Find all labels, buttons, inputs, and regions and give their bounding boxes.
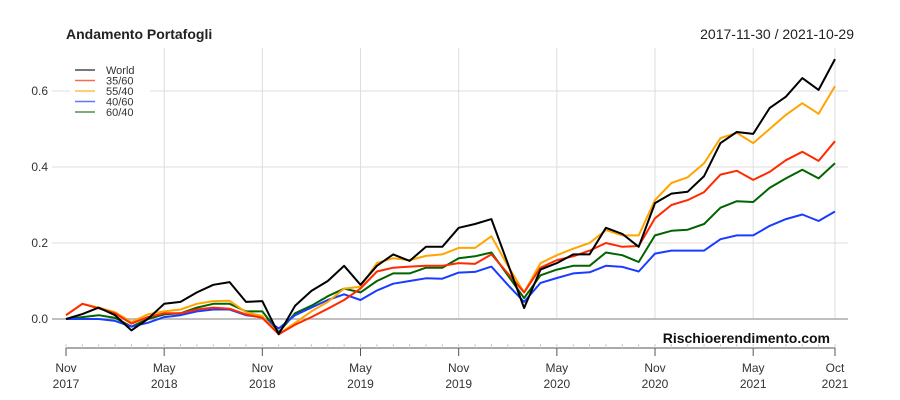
legend-box <box>70 62 150 116</box>
series-line-55-40 <box>65 85 836 336</box>
series-line-35-60 <box>65 140 836 336</box>
x-tick-month: May <box>546 361 569 375</box>
legend-label: 35/60 <box>106 76 134 88</box>
watermark: Rischioerendimento.com <box>663 330 830 346</box>
x-tick-year: 2019 <box>445 377 472 391</box>
x-tick-month: May <box>153 361 176 375</box>
series-line-60-40 <box>65 162 836 334</box>
legend-label: 55/40 <box>106 86 134 98</box>
x-tick-year: 2018 <box>151 377 178 391</box>
y-tick-label: 0.4 <box>31 160 48 174</box>
x-tick-month: Nov <box>644 361 665 375</box>
x-tick-month: May <box>349 361 372 375</box>
x-tick-month: May <box>742 361 765 375</box>
x-tick-year: 2019 <box>347 377 374 391</box>
legend-label: World <box>106 65 135 77</box>
y-tick-label: 0.0 <box>31 312 48 326</box>
x-tick-year: 2020 <box>543 377 570 391</box>
series-line-40-60 <box>66 210 836 330</box>
x-tick-year: 2018 <box>249 377 276 391</box>
x-tick-month: Nov <box>252 361 273 375</box>
x-tick-month: Nov <box>448 361 469 375</box>
y-tick-label: 0.2 <box>31 236 48 250</box>
x-tick-year: 2021 <box>822 377 849 391</box>
x-tick-year: 2021 <box>740 377 767 391</box>
x-tick-year: 2017 <box>53 377 80 391</box>
date-range: 2017-11-30 / 2021-10-29 <box>700 26 854 42</box>
series-line-world <box>65 58 836 336</box>
x-tick-month: Oct <box>826 361 845 375</box>
chart-title: Andamento Portafogli <box>66 26 213 42</box>
x-tick-month: Nov <box>55 361 76 375</box>
x-tick-year: 2020 <box>642 377 669 391</box>
y-tick-label: 0.6 <box>31 84 48 98</box>
legend-label: 40/60 <box>106 97 134 109</box>
legend-label: 60/40 <box>106 107 134 119</box>
